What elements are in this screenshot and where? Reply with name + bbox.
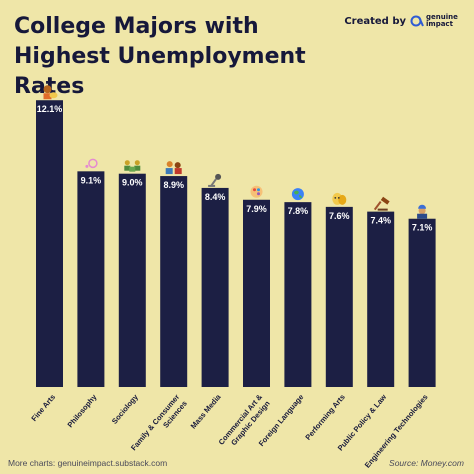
brand-credit: Created by genuine impact: [344, 14, 460, 28]
bar-1: [36, 100, 63, 387]
brand-name-line2: impact: [426, 20, 453, 28]
bar-value-label: 8.9%: [163, 180, 184, 190]
bar-8: [325, 206, 353, 387]
microphone-icon: [208, 173, 222, 187]
category-label: Philosophy: [66, 392, 99, 429]
family-icon: [165, 161, 182, 175]
category-label: Fine Arts: [29, 393, 57, 423]
bar-6: [243, 199, 270, 387]
artist-icon: [43, 85, 58, 100]
bar-9: [367, 211, 395, 387]
bar-3: [118, 173, 146, 387]
bar-10: [408, 218, 436, 387]
bar-5: [201, 187, 229, 387]
bar-value-label: 8.4%: [205, 192, 226, 202]
thinking-icon: [85, 158, 98, 169]
category-label: Mass Media: [189, 392, 223, 431]
bar-4: [160, 176, 188, 387]
chart-title: College Majors with Highest Unemployment…: [14, 14, 306, 99]
bar-value-label: 12.1%: [37, 104, 63, 114]
more-charts-link: More charts: genuineimpact.substack.com: [8, 458, 168, 468]
gavel-icon: [373, 196, 390, 211]
bar-value-label: 7.9%: [246, 204, 267, 214]
people-group-icon: [124, 160, 141, 172]
brand-name: genuine impact: [426, 14, 460, 28]
bar-7: [284, 202, 312, 387]
category-label: Performing Arts: [303, 393, 346, 442]
theater-masks-icon: [332, 192, 347, 205]
bar-value-label: 9.0%: [122, 178, 143, 188]
source-note: Source: Money.com: [389, 458, 464, 468]
bar-value-label: 7.4%: [370, 216, 391, 226]
globe-icon: [291, 188, 304, 201]
color-palette-icon: [250, 185, 263, 198]
brand-logo: genuine impact: [410, 14, 460, 28]
created-by-label: Created by: [344, 15, 406, 27]
alpha-logo-icon: [410, 15, 424, 27]
brand-name-line1: genuine: [426, 13, 458, 21]
engineer-icon: [417, 204, 428, 219]
bar-value-label: 7.6%: [329, 211, 350, 221]
category-label: Sociology: [110, 392, 140, 426]
bar-value-label: 9.1%: [81, 175, 102, 185]
bar-2: [77, 171, 105, 387]
bar-value-label: 7.1%: [412, 223, 433, 233]
bar-value-label: 7.8%: [288, 206, 309, 216]
